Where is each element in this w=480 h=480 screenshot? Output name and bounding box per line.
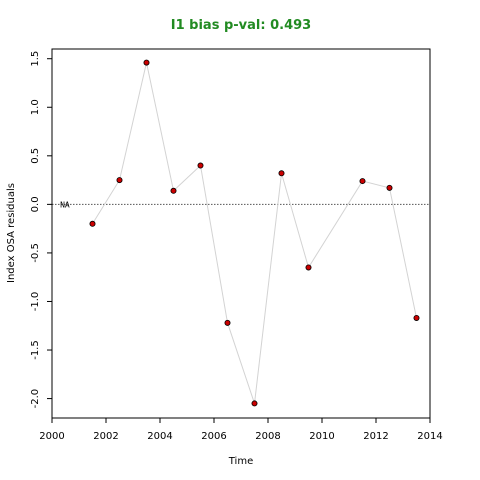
data-point-3	[143, 59, 150, 66]
x-tick-label-2010: 2010	[309, 431, 334, 442]
x-tick-label-2008: 2008	[255, 431, 280, 442]
data-point-5	[197, 162, 204, 169]
plot-area: NA 2000 2002 2004 2006 2008 2010 2012 2014 -2.0 -1…	[30, 48, 443, 442]
x-tick-label-2000: 2000	[39, 431, 64, 442]
y-tick-label-4: 0.0	[30, 196, 41, 212]
data-point-8	[278, 170, 285, 177]
data-point-10	[359, 178, 366, 185]
na-annotation: NA	[60, 200, 70, 209]
data-point-7	[251, 400, 258, 407]
data-point-1	[89, 220, 96, 227]
data-point-12	[413, 314, 420, 321]
x-tick-label-2004: 2004	[147, 431, 172, 442]
x-tick-label-2002: 2002	[93, 431, 118, 442]
x-tick-label-2014: 2014	[417, 431, 442, 442]
y-tick-label-7: 1.5	[30, 51, 41, 67]
y-tick-label-5: 0.5	[30, 148, 41, 164]
data-point-11	[386, 184, 393, 191]
y-tick-label-6: 1.0	[30, 99, 41, 115]
x-tick-label-2006: 2006	[201, 431, 226, 442]
series-line	[92, 62, 417, 404]
y-axis-label: Index OSA residuals	[6, 183, 17, 283]
y-tick-label-2: -1.0	[30, 292, 41, 312]
y-tick-label-1: -1.5	[30, 340, 41, 360]
y-tick-label-3: -0.5	[30, 243, 41, 263]
y-tick-label-0: -2.0	[30, 389, 41, 409]
x-axis-label: Time	[228, 456, 253, 467]
data-point-9	[305, 264, 312, 271]
chart-title: I1 bias p-val: 0.493	[171, 18, 311, 33]
data-point-2	[116, 177, 123, 184]
data-point-6	[224, 319, 231, 326]
plot-frame	[51, 48, 431, 419]
x-tick-label-2012: 2012	[363, 431, 388, 442]
data-point-4	[170, 187, 177, 194]
